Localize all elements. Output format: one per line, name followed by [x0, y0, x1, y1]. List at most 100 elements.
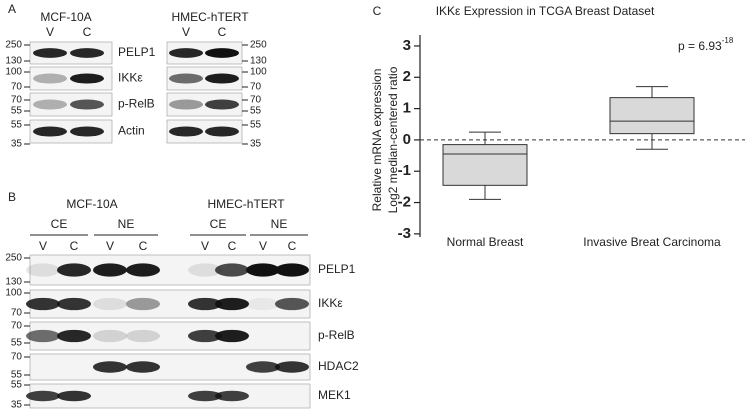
- y-tick-label: 3: [403, 37, 411, 54]
- box: [442, 144, 528, 186]
- mw-marker: 55: [250, 120, 262, 131]
- mw-marker: 55: [11, 120, 23, 131]
- lane-label: V: [106, 239, 114, 253]
- y-tick-label: -2: [398, 194, 411, 211]
- mw-marker: 250: [250, 40, 267, 51]
- protein-label: IKKε: [318, 296, 343, 310]
- chart-title: IKKε Expression in TCGA Breast Dataset: [436, 4, 655, 18]
- protein-label: IKKε: [118, 71, 143, 85]
- mw-marker: 55: [11, 370, 23, 381]
- protein-label: MEK1: [318, 388, 351, 402]
- mw-marker: 70: [250, 82, 262, 93]
- band: [93, 329, 127, 343]
- mw-marker: 55: [11, 106, 23, 117]
- protein-label: Actin: [118, 124, 145, 138]
- band: [169, 99, 203, 110]
- band: [205, 48, 239, 58]
- fraction-label: CE: [210, 217, 227, 231]
- lane-label: C: [83, 25, 92, 39]
- fraction-label: NE: [271, 217, 288, 231]
- blot-strip: [166, 41, 243, 65]
- box: [609, 97, 695, 135]
- band: [26, 390, 60, 402]
- band: [275, 263, 309, 277]
- lane-label: V: [259, 239, 267, 253]
- y-axis-label: Log2 median-centered ratio: [386, 66, 400, 213]
- band: [70, 126, 104, 137]
- band: [126, 297, 160, 311]
- lane-label: C: [228, 239, 237, 253]
- mw-marker: 70: [11, 352, 23, 363]
- lane-label: C: [139, 239, 148, 253]
- protein-label: HDAC2: [318, 359, 359, 373]
- mw-marker: 55: [250, 106, 262, 117]
- annotation-superscript: -18: [722, 36, 734, 45]
- band: [215, 390, 249, 402]
- band: [205, 99, 239, 110]
- band: [205, 126, 239, 137]
- band: [169, 48, 203, 58]
- band: [215, 263, 249, 277]
- y-tick-label: 0: [403, 131, 411, 148]
- band: [93, 263, 127, 277]
- band: [57, 390, 91, 402]
- cell-line: MCF-10A: [66, 197, 117, 211]
- panel-label: C: [373, 4, 382, 18]
- mw-marker: 35: [11, 139, 23, 150]
- mw-marker: 130: [5, 277, 22, 288]
- band: [57, 263, 91, 277]
- mw-marker: 250: [5, 253, 22, 264]
- band: [93, 297, 127, 311]
- y-tick-label: -1: [398, 162, 411, 179]
- band: [57, 329, 91, 343]
- protein-label: p-RelB: [118, 97, 155, 111]
- lane-label: V: [39, 239, 47, 253]
- band: [126, 361, 160, 373]
- band: [246, 297, 280, 311]
- band: [57, 297, 91, 311]
- band: [26, 297, 60, 311]
- y-tick-label: 2: [403, 68, 411, 85]
- band: [70, 73, 104, 84]
- cell-line: HMEC-hTERT: [207, 197, 285, 211]
- fraction-label: NE: [118, 217, 135, 231]
- blot-strip: [166, 66, 243, 91]
- lane-label: C: [218, 25, 227, 39]
- mw-marker: 35: [250, 139, 262, 150]
- annotation: p = 6.93-18: [678, 36, 734, 53]
- band: [126, 263, 160, 277]
- lane-label: V: [182, 25, 190, 39]
- band: [70, 48, 104, 58]
- band: [215, 297, 249, 311]
- band: [33, 48, 67, 58]
- mw-marker: 35: [11, 400, 23, 411]
- mw-marker: 130: [5, 56, 22, 67]
- mw-marker: 70: [11, 321, 23, 332]
- band: [33, 99, 67, 110]
- band: [26, 263, 60, 277]
- lane-label: C: [70, 239, 79, 253]
- cell-line: MCF-10A: [40, 10, 91, 24]
- lane-label: V: [201, 239, 209, 253]
- blot-strip: [166, 119, 243, 144]
- band: [70, 99, 104, 110]
- blot-strip: [166, 92, 243, 117]
- band: [188, 329, 222, 343]
- lane-label: V: [46, 25, 54, 39]
- band: [215, 329, 249, 343]
- panel-label: A: [8, 2, 16, 16]
- protein-label: PELP1: [118, 45, 156, 59]
- band: [188, 263, 222, 277]
- band: [246, 263, 280, 277]
- mw-marker: 100: [5, 288, 22, 299]
- lane-label: C: [288, 239, 297, 253]
- mw-marker: 70: [11, 82, 23, 93]
- mw-marker: 100: [250, 67, 267, 78]
- mw-marker: 70: [11, 308, 23, 319]
- cell-line: HMEC-hTERT: [171, 10, 249, 24]
- band: [26, 329, 60, 343]
- band: [188, 390, 222, 402]
- mw-marker: 100: [5, 67, 22, 78]
- band: [33, 73, 67, 84]
- x-tick-label: Invasive Breat Carcinoma: [583, 235, 721, 249]
